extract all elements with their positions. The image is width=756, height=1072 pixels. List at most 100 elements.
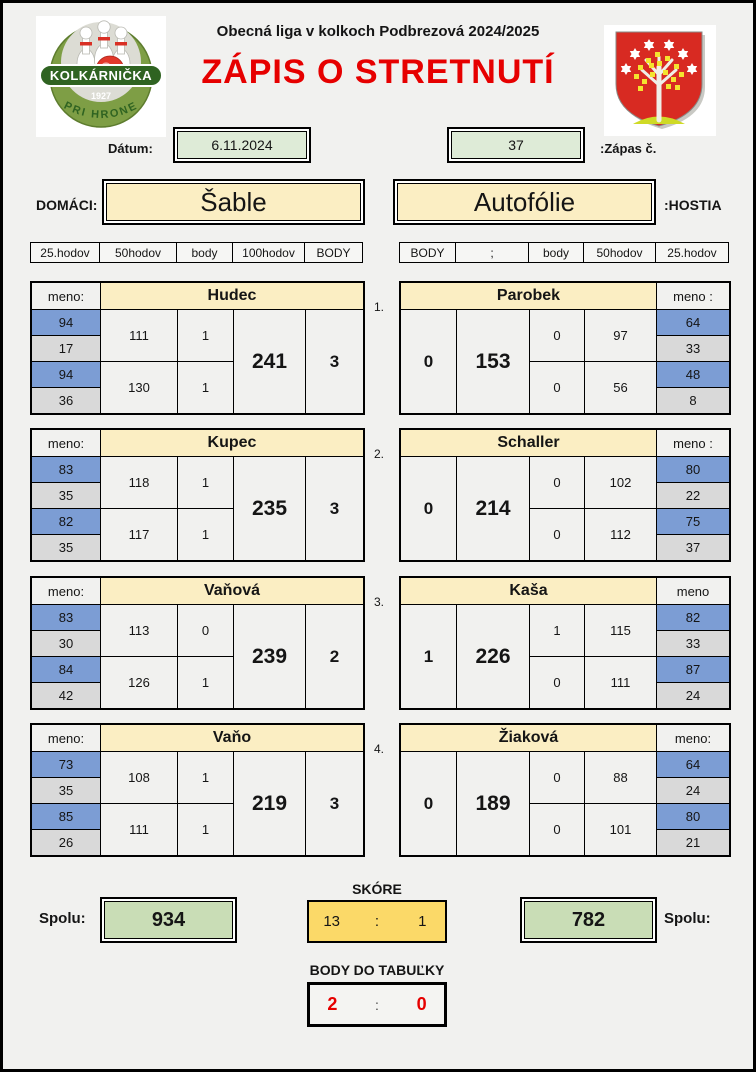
away-total-field[interactable]: 782 — [520, 897, 657, 943]
total-cell: 153 — [457, 310, 529, 413]
body-cell: 1 — [178, 657, 233, 708]
points-cell: 3 — [306, 752, 363, 855]
coat-of-arms — [604, 25, 716, 136]
home-team-field[interactable]: Šable — [102, 179, 365, 225]
table-points-box[interactable]: 2 : 0 — [307, 982, 447, 1027]
body-cell: 1 — [178, 310, 233, 361]
throw-cell[interactable]: 37 — [657, 535, 729, 560]
home-total-field[interactable]: 934 — [100, 897, 237, 943]
throw-cell[interactable]: 80 — [657, 457, 729, 482]
match-number-field[interactable]: 37 — [447, 127, 585, 163]
throw-cell[interactable]: 83 — [32, 605, 100, 630]
body-cell: 1 — [178, 804, 233, 855]
throw-cell[interactable]: 21 — [657, 830, 729, 855]
meno-label: meno: — [32, 430, 100, 456]
col-header: BODY — [400, 243, 455, 262]
throw-cell[interactable]: 84 — [32, 657, 100, 682]
total-cell: 219 — [234, 752, 305, 855]
meno-label: meno: — [32, 283, 100, 309]
away-total-value: 782 — [524, 901, 653, 939]
date-field[interactable]: 6.11.2024 — [173, 127, 311, 163]
score-separator: : — [374, 913, 380, 930]
away-player-name: Parobek — [401, 283, 656, 309]
meno-label: meno: — [657, 725, 729, 751]
home-columns-header: 25.hodov 50hodov body 100hodov BODY — [30, 242, 363, 263]
throw-cell[interactable]: 48 — [657, 362, 729, 387]
total-cell: 189 — [457, 752, 529, 855]
points-cell: 1 — [401, 605, 456, 708]
home-player-name: Kupec — [101, 430, 363, 456]
league-title: Obecná liga v kolkoch Podbrezová 2024/20… — [216, 23, 540, 40]
round-number: 1. — [373, 300, 384, 314]
fifty-cell: 111 — [101, 310, 177, 361]
home-player-table: meno: Kupec 83 35 82 35 118 117 1 1 235 … — [30, 428, 365, 562]
date-value: 6.11.2024 — [177, 131, 307, 159]
away-player-name: Žiaková — [401, 725, 656, 751]
throw-cell[interactable]: 35 — [32, 778, 100, 803]
throw-cell[interactable]: 82 — [32, 509, 100, 534]
throw-cell[interactable]: 35 — [32, 483, 100, 508]
body-cell: 1 — [178, 362, 233, 413]
throw-cell[interactable]: 33 — [657, 631, 729, 656]
fifty-cell: 111 — [585, 657, 656, 708]
throw-cell[interactable]: 24 — [657, 778, 729, 803]
fifty-cell: 112 — [585, 509, 656, 560]
throw-cell[interactable]: 22 — [657, 483, 729, 508]
throw-cell[interactable]: 75 — [657, 509, 729, 534]
throw-cell[interactable]: 83 — [32, 457, 100, 482]
bowling-club-logo-icon: KOLKÁRNIČKA 1927 PRI HRONE — [39, 20, 163, 128]
col-header: 100hodov — [233, 243, 304, 262]
away-player-table: Žiaková meno: 0 189 0 0 88 101 64 24 80 … — [399, 723, 731, 857]
throw-cell[interactable]: 94 — [32, 362, 100, 387]
home-team-label: DOMÁCI: — [36, 197, 98, 213]
round-number: 2. — [373, 447, 384, 461]
throw-cell[interactable]: 73 — [32, 752, 100, 777]
score-home: 13 — [323, 913, 340, 930]
body-cell: 0 — [530, 457, 584, 508]
throw-cell[interactable]: 64 — [657, 310, 729, 335]
throw-cell[interactable]: 26 — [32, 830, 100, 855]
col-header: BODY — [305, 243, 362, 262]
throw-cell[interactable]: 24 — [657, 683, 729, 708]
throw-cell[interactable]: 82 — [657, 605, 729, 630]
throw-cell[interactable]: 33 — [657, 336, 729, 361]
throw-cell[interactable]: 80 — [657, 804, 729, 829]
total-cell: 226 — [457, 605, 529, 708]
throw-cell[interactable]: 35 — [32, 535, 100, 560]
fifty-cell: 113 — [101, 605, 177, 656]
fifty-cell: 126 — [101, 657, 177, 708]
throw-cell[interactable]: 64 — [657, 752, 729, 777]
table-points-title: BODY DO TABUĽKY — [309, 962, 445, 978]
throw-cell[interactable]: 8 — [657, 388, 729, 413]
throw-cell[interactable]: 36 — [32, 388, 100, 413]
table-points-home: 2 — [327, 994, 338, 1014]
body-cell: 1 — [178, 457, 233, 508]
points-cell: 2 — [306, 605, 363, 708]
home-player-table: meno: Hudec 94 17 94 36 111 130 1 1 241 … — [30, 281, 365, 415]
throw-cell[interactable]: 30 — [32, 631, 100, 656]
fifty-cell: 115 — [585, 605, 656, 656]
throw-cell[interactable]: 17 — [32, 336, 100, 361]
throw-cell[interactable]: 94 — [32, 310, 100, 335]
body-cell: 1 — [530, 605, 584, 656]
body-cell: 0 — [530, 509, 584, 560]
body-cell: 0 — [530, 752, 584, 803]
logo-title: KOLKÁRNIČKA — [50, 68, 152, 83]
round-number: 3. — [373, 595, 384, 609]
home-team-name: Šable — [106, 183, 361, 221]
meno-label: meno : — [657, 430, 729, 456]
meno-label: meno: — [32, 725, 100, 751]
away-player-table: Kaša meno 1 226 1 0 115 111 82 33 87 24 — [399, 576, 731, 710]
home-player-name: Hudec — [101, 283, 363, 309]
score-box[interactable]: 13 : 1 — [307, 900, 447, 943]
throw-cell[interactable]: 87 — [657, 657, 729, 682]
body-cell: 0 — [530, 362, 584, 413]
throw-cell[interactable]: 42 — [32, 683, 100, 708]
coat-of-arms-icon — [615, 31, 705, 129]
body-cell: 0 — [530, 804, 584, 855]
away-team-field[interactable]: Autofólie — [393, 179, 656, 225]
throw-cell[interactable]: 85 — [32, 804, 100, 829]
body-cell: 1 — [178, 752, 233, 803]
home-total-label: Spolu: — [39, 910, 86, 927]
